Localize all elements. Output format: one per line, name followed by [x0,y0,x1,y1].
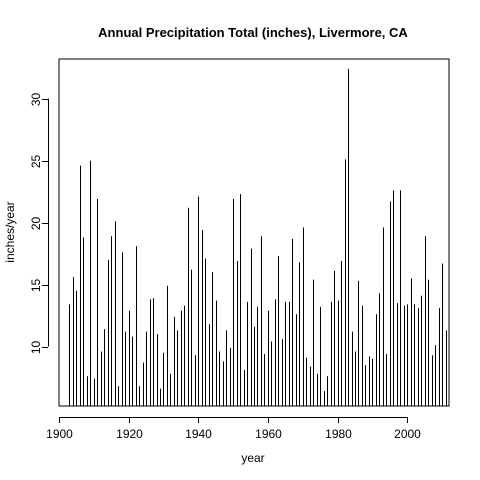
x-axis-label: year [241,451,264,465]
y-tick-label-10: 10 [29,341,43,355]
x-axis: 1900 1920 1940 1960 1980 2000 [46,417,421,441]
x-tick-label-1960: 1960 [255,427,282,441]
x-tick-label-1940: 1940 [185,427,212,441]
bar-series [69,68,447,406]
y-axis: 10 15 20 25 30 [29,93,49,355]
y-tick-label-30: 30 [29,93,43,107]
chart-title: Annual Precipitation Total (inches), Liv… [98,25,408,40]
plot-border [58,58,450,407]
y-axis-label: inches/year [3,201,17,262]
x-tick-label-2000: 2000 [394,427,421,441]
x-tick-label-1920: 1920 [116,427,143,441]
x-tick-label-1900: 1900 [46,427,73,441]
y-tick-label-25: 25 [29,155,43,169]
y-tick-label-20: 20 [29,217,43,231]
x-tick-label-1980: 1980 [325,427,352,441]
y-tick-label-15: 15 [29,279,43,293]
